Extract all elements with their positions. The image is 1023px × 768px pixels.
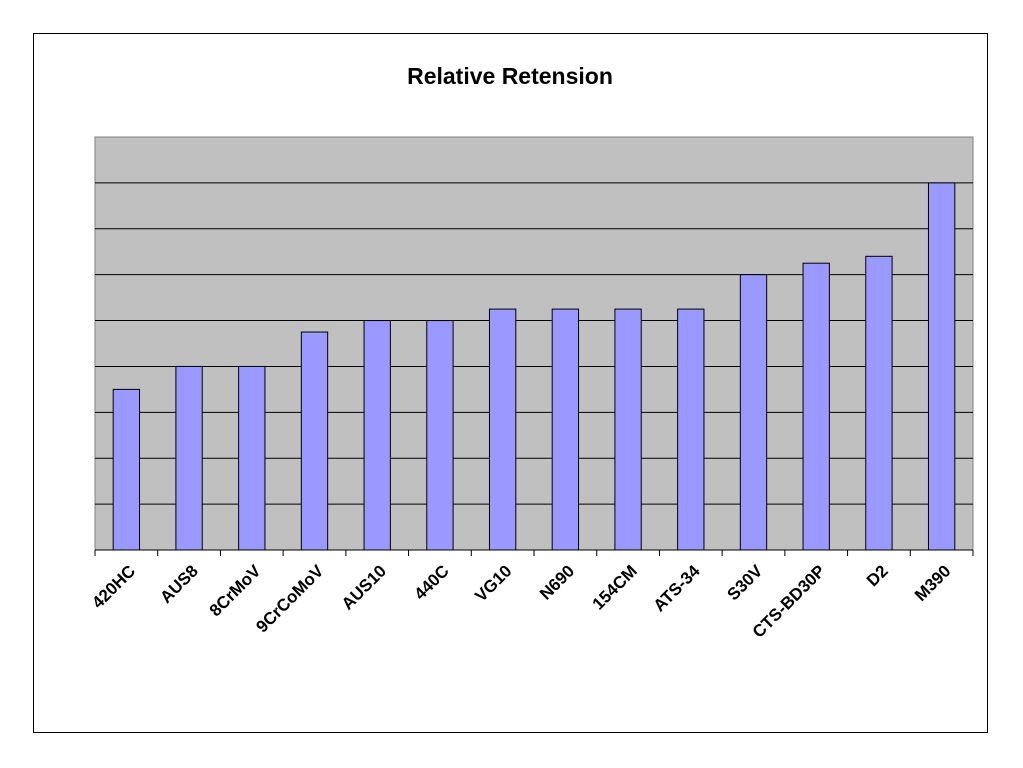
x-tick-label: AUS10 [338, 561, 390, 613]
x-tick-label: 9CrCoMoV [252, 561, 327, 636]
bar-9crcomov [300, 331, 329, 551]
x-tick-label: N690 [536, 561, 578, 603]
bar-420hc [112, 388, 141, 551]
bar-440c [426, 320, 454, 551]
x-tick-label: 440C [411, 561, 453, 603]
x-tick-label: VG10 [471, 561, 515, 605]
bar-154cm [614, 308, 642, 551]
bar-vg10 [488, 308, 517, 551]
plot-background [94, 136, 974, 551]
bar-cts-bd30p [802, 262, 830, 551]
x-tick-label: ATS-34 [650, 561, 704, 615]
x-tick-label: M390 [911, 561, 955, 605]
bar-aus10 [363, 320, 391, 551]
x-tick-label: 420HC [88, 561, 139, 612]
x-tick-label: 154CM [589, 561, 641, 613]
bar-aus8 [175, 365, 203, 551]
bar-d2 [865, 255, 893, 551]
bar-n690 [551, 308, 580, 551]
x-tick-label: S30V [723, 561, 766, 604]
bar-s30v [739, 274, 768, 551]
bar-m390 [927, 182, 956, 551]
bar-ats-34 [677, 308, 705, 551]
x-tick-label: 8CrMoV [206, 561, 265, 620]
x-tick-label: AUS8 [156, 561, 202, 607]
chart-title: Relative Retension [407, 63, 613, 89]
x-tick-label: D2 [863, 561, 892, 590]
bar-8crmov [238, 365, 266, 551]
